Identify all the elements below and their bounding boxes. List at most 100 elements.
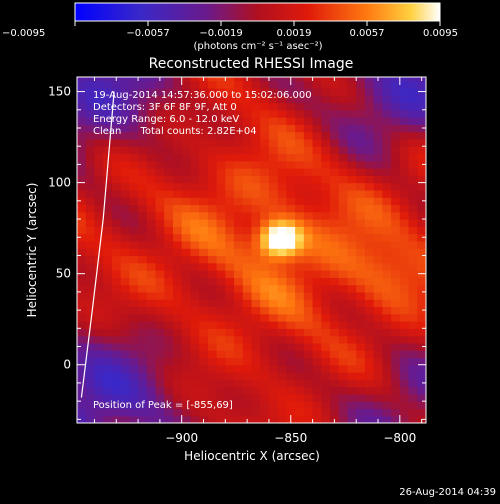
heatmap-cell [225, 401, 235, 410]
heatmap-cell [373, 313, 383, 322]
heatmap-cell [172, 372, 183, 380]
heatmap-cell [338, 153, 349, 162]
heatmap-cell [207, 124, 218, 133]
heatmap-cell [77, 284, 87, 293]
heatmap-cell [295, 357, 305, 366]
heatmap-cell [321, 313, 331, 322]
heatmap-cell [77, 321, 87, 329]
heatmap-cell [146, 248, 157, 257]
heatmap-cell [77, 291, 87, 300]
heatmap-cell [164, 386, 174, 395]
heatmap-cell [408, 87, 418, 96]
heatmap-cell [277, 131, 287, 140]
heatmap-cell [277, 146, 287, 155]
heatmap-cell [295, 153, 305, 162]
heatmap-cell [356, 233, 366, 242]
heatmap-cell [321, 160, 331, 169]
heatmap-cell [338, 240, 349, 249]
heatmap-cell [181, 357, 192, 366]
heatmap-cell [172, 393, 183, 402]
heatmap-cell [295, 138, 305, 147]
heatmap-cell [268, 379, 279, 388]
heatmap-cell [181, 284, 192, 293]
heatmap-cell [330, 211, 340, 220]
heatmap-cell [242, 197, 253, 206]
heatmap-cell [94, 379, 104, 388]
heatmap-cell [347, 313, 357, 322]
plot-frame [76, 76, 427, 424]
heatmap-cell [172, 313, 183, 322]
heatmap-cell [94, 408, 104, 417]
heatmap-cell [242, 153, 253, 162]
heatmap-cell [268, 102, 279, 111]
heatmap-cell [85, 415, 96, 423]
heatmap-cell [120, 182, 130, 191]
heatmap-cell [138, 109, 148, 118]
heatmap-cell [303, 379, 314, 388]
heatmap-cell [242, 401, 253, 410]
heatmap-cell [146, 80, 157, 89]
heatmap-cell [77, 189, 87, 198]
heatmap-cell [190, 328, 200, 337]
heatmap-cell [94, 197, 104, 206]
heatmap-cell [268, 291, 279, 300]
heatmap-cell [138, 124, 148, 133]
heatmap-cell [77, 168, 87, 176]
heatmap-cell [408, 357, 418, 366]
heatmap-cell [207, 131, 218, 140]
heatmap-cell [216, 240, 226, 249]
heatmap-cell [94, 80, 104, 89]
heatmap-cell [251, 95, 261, 104]
heatmap-cell [155, 255, 165, 264]
heatmap-cell [321, 401, 331, 410]
heatmap-cell [216, 95, 226, 104]
heatmap-cell [260, 117, 270, 125]
heatmap-cell [103, 357, 113, 366]
heatmap-cell [260, 393, 270, 402]
heatmap-cell [94, 131, 104, 140]
heatmap-cell [286, 306, 296, 315]
heatmap-cell [303, 350, 314, 359]
heatmap-cell [155, 226, 165, 235]
heatmap-cell [408, 342, 418, 351]
heatmap-cell [277, 153, 287, 162]
heatmap-cell [120, 321, 130, 329]
heatmap-cell [129, 255, 139, 264]
heatmap-cell [391, 124, 401, 133]
heatmap-cell [268, 182, 279, 191]
heatmap-cell [181, 211, 192, 220]
heatmap-cell [417, 211, 426, 220]
heatmap-cell [129, 248, 139, 257]
heatmap-cell [138, 160, 148, 169]
heatmap-cell [338, 160, 349, 169]
heatmap-cell [225, 124, 235, 133]
heatmap-cell [111, 299, 122, 308]
heatmap-cell [172, 168, 183, 176]
heatmap-cell [303, 393, 314, 402]
heatmap-cell [216, 291, 226, 300]
heatmap-cell [330, 146, 340, 155]
heatmap-cell [321, 299, 331, 308]
heatmap-cell [399, 386, 410, 395]
heatmap-cell [103, 211, 113, 220]
heatmap-cell [85, 393, 96, 402]
heatmap-cell [77, 350, 87, 359]
heatmap-cell [251, 248, 261, 257]
heatmap-cell [190, 131, 200, 140]
heatmap-cell [216, 124, 226, 133]
heatmap-cell [103, 182, 113, 191]
heatmap-cell [295, 77, 305, 82]
heatmap-cell [356, 386, 366, 395]
chart-title: Reconstructed RHESSI Image [149, 56, 354, 72]
heatmap-cell [408, 117, 418, 125]
heatmap-cell [356, 364, 366, 373]
heatmap-cell [364, 240, 375, 249]
heatmap-cell [303, 321, 314, 329]
heatmap-cell [242, 189, 253, 198]
heatmap-cell [146, 168, 157, 176]
heatmap-cell [356, 262, 366, 271]
heatmap-cell [181, 138, 192, 147]
heatmap-cell [199, 197, 209, 206]
heatmap-cell [138, 342, 148, 351]
heatmap-cell [172, 364, 183, 373]
